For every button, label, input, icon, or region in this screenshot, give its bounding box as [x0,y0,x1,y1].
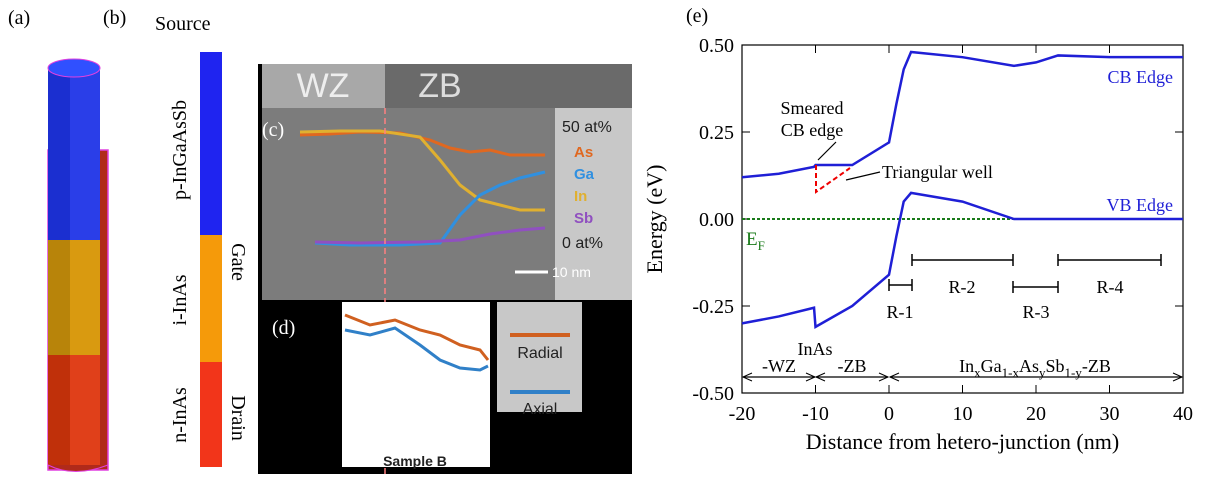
scale-top: 50 at% [562,119,612,136]
y-tick-label: 0.50 [699,35,734,57]
i-region [200,235,222,362]
panel-label: (b) [103,7,126,29]
annotation: InxGa1-xAsySb1-y-ZB [959,356,1111,380]
drain-label: Drain [227,395,249,441]
arrow-head [741,372,753,382]
band-edge [741,50,1183,179]
arrow [817,141,837,161]
annotation: Triangular well [882,162,993,182]
alloy-part: In [959,356,974,376]
panel-label: (c) [262,119,284,141]
phase-label: WZ [297,67,350,105]
phase-label: ZB [418,67,461,105]
panel-label: (d) [272,317,295,339]
arrow-head [814,372,826,382]
region-label: R-2 [949,277,976,297]
series-label: VB Edge [1107,195,1174,215]
element-label: Ga [574,166,595,183]
source-label: Source [155,13,211,35]
x-tick-label: 10 [953,403,973,425]
region-label: R-3 [1023,302,1050,322]
alloy-part: y [1039,365,1046,380]
x-tick-label: 40 [1173,403,1193,425]
x-tick-label: -20 [729,403,756,425]
element-label: In [574,188,587,205]
x-tick-label: 30 [1100,403,1120,425]
p-region [200,52,222,235]
scale-bottom: 0 at% [562,235,603,252]
annotation: -WZ [762,356,796,376]
layer-label: i-InAs [169,274,191,325]
panel-label: (e) [686,5,708,27]
annotation: CB edge [781,120,844,140]
x-tick-label: 20 [1026,403,1046,425]
alloy-part: x [974,365,981,380]
x-tick-label: 0 [884,403,894,425]
band-edge [741,191,1183,329]
alloy-part: As [1019,356,1039,376]
region-label: R-1 [887,302,914,322]
scale-bar-label: 10 nm [552,264,591,280]
y-tick-label: 0.00 [699,209,734,231]
region-label: R-4 [1097,277,1124,297]
annotation: Smeared [781,98,844,118]
alloy-part: -ZB [1082,356,1111,376]
sample-label: Sample B [383,453,447,469]
series-label: CB Edge [1108,67,1174,87]
panel-label: (a) [8,7,30,29]
triangle-well [815,165,851,194]
arrow [845,171,881,181]
legend-label: Radial [517,345,562,362]
y-axis-label: Energy (eV) [642,165,667,274]
nanowire [47,58,109,472]
arrow-head [878,372,890,382]
arrow-head [888,372,900,382]
layer-label: n-InAs [169,387,191,443]
profile-inset: Radial Axial Sample B (d) [272,302,582,469]
y-tick-label: -0.25 [692,296,734,318]
fermi-label: EF [746,229,765,253]
alloy-part: Sb [1046,356,1065,376]
alloy-part: 1-y [1065,365,1083,380]
element-label: As [574,144,593,161]
layer-label: p-InGaAsSb [169,100,191,200]
arrow-head [1172,372,1184,382]
element-label: Sb [574,210,593,227]
y-tick-label: -0.50 [692,383,734,405]
fermi-label-part: F [758,238,765,253]
annotation: -ZB [838,356,867,376]
x-tick-label: -10 [802,403,829,425]
alloy-part: 1-x [1002,365,1020,380]
annotation: InAs [798,339,833,359]
y-tick-label: 0.25 [699,122,734,144]
n-region [200,362,222,467]
legend-label: Axial [523,401,558,418]
fermi-label-part: E [746,229,758,250]
gate-label: Gate [227,243,249,281]
x-axis-label: Distance from hetero-junction (nm) [806,429,1119,454]
band-chart: -0.50 -0.25 0.00 0.25 0.50 -20 -10 0 10 20 30 40 Dis… [642,35,1193,454]
alloy-part: Ga [981,356,1002,376]
